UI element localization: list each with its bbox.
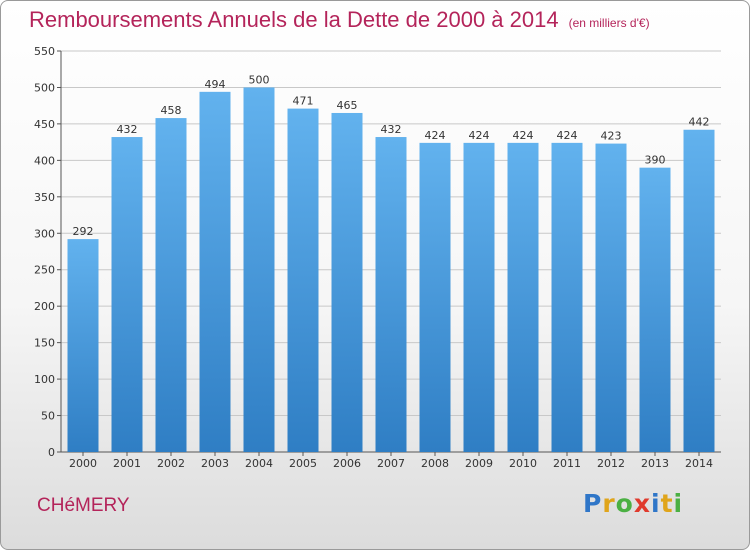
logo-letter: i [673,489,684,518]
bar-2009 [463,142,495,452]
bar-2010 [507,142,539,452]
proxiti-logo: Proxiti [583,489,683,518]
bar-2003 [199,91,231,452]
y-tick-label: 250 [34,264,55,277]
y-tick-label: 450 [34,118,55,131]
data-label: 390 [645,154,666,167]
y-tick-label: 400 [34,154,55,167]
data-label: 432 [381,123,402,136]
data-label: 423 [601,130,622,143]
data-label: 432 [117,123,138,136]
chart-title-text: Remboursements Annuels de la Dette de 20… [29,7,559,32]
bar-2014 [683,129,715,452]
labels: 0 50 100 150 200 250 300 350 400 450 500 550 292 2000… [34,45,713,470]
data-label: 465 [337,99,358,112]
x-tick-label: 2001 [113,457,141,470]
bar-2013 [639,167,671,452]
bar-2007 [375,137,407,453]
data-label: 424 [513,129,534,142]
bar-2008 [419,142,451,452]
data-label: 424 [425,129,446,142]
logo-letter: r [602,489,616,518]
y-tick-label: 500 [34,81,55,94]
x-tick-label: 2000 [69,457,97,470]
chart-title: Remboursements Annuels de la Dette de 20… [29,7,650,33]
x-tick-label: 2011 [553,457,581,470]
y-tick-label: 150 [34,337,55,350]
x-tick-label: 2004 [245,457,273,470]
data-label: 442 [689,116,710,129]
bar-2005 [287,108,319,453]
bar-2006 [331,112,363,453]
y-tick-label: 550 [34,45,55,58]
x-tick-label: 2005 [289,457,317,470]
y-tick-label: 350 [34,191,55,204]
logo-letter: P [583,489,603,518]
x-tick-label: 2013 [641,457,669,470]
data-label: 500 [249,73,270,86]
x-tick-label: 2012 [597,457,625,470]
x-tick-label: 2010 [509,457,537,470]
y-tick-label: 100 [34,373,55,386]
y-tick-label: 200 [34,300,55,313]
x-tick-label: 2009 [465,457,493,470]
x-tick-label: 2008 [421,457,449,470]
bar-2012 [595,143,627,452]
data-label: 292 [73,225,94,238]
data-label: 424 [469,129,490,142]
x-tick-label: 2007 [377,457,405,470]
data-label: 471 [293,95,314,108]
chart-subtitle: (en milliers d'€) [568,16,650,30]
data-label: 458 [161,104,182,117]
bar-2001 [111,137,143,453]
bar-2000 [67,239,99,452]
logo-letter: x [633,489,651,518]
y-tick-label: 0 [48,446,55,459]
logo-letter: t [660,489,674,518]
bar-2002 [155,118,187,453]
x-tick-label: 2006 [333,457,361,470]
commune-name: CHéMERY [37,495,130,516]
bars [67,87,715,453]
logo-letter: o [615,489,634,518]
x-tick-label: 2002 [157,457,185,470]
x-tick-label: 2014 [685,457,713,470]
x-tick-label: 2003 [201,457,229,470]
bar-2011 [551,142,583,452]
y-tick-label: 300 [34,227,55,240]
y-tick-label: 50 [41,410,55,423]
data-label: 424 [557,129,578,142]
bar-2004 [243,87,275,453]
data-label: 494 [205,78,226,91]
logo-letter: i [651,489,661,518]
